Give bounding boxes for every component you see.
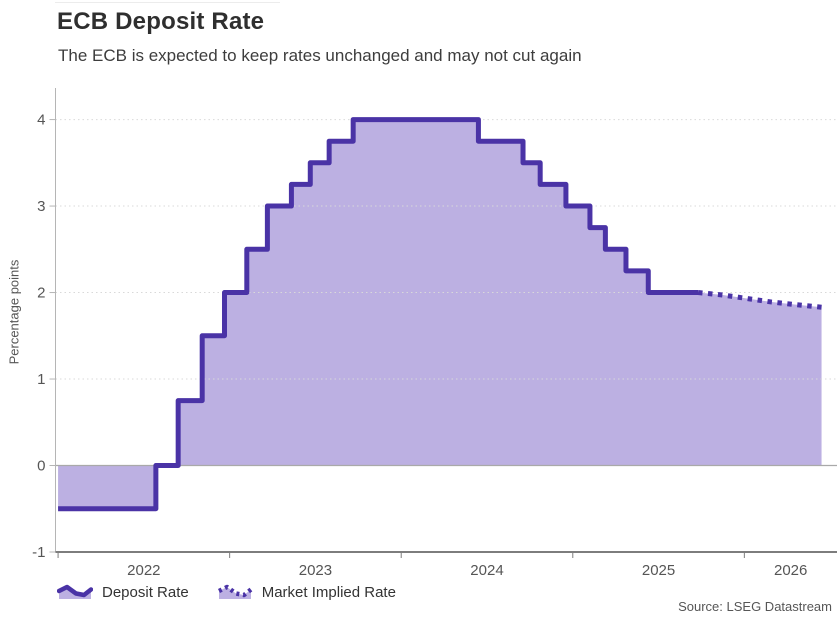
chart-title: ECB Deposit Rate	[57, 8, 265, 35]
source-attribution: Source: LSEG Datastream	[678, 599, 832, 614]
y-tick-label-4: 4	[37, 112, 45, 129]
legend-label-market-implied-rate: Market Implied Rate	[261, 583, 396, 601]
chart-legend: Deposit Rate Market Implied Rate	[57, 583, 396, 601]
y-tick-label-2: 2	[37, 285, 45, 302]
x-tick-label-2026: 2026	[774, 562, 807, 579]
deposit-rate-area-fill	[58, 119, 822, 509]
y-tick-label-1: 1	[37, 371, 45, 388]
x-tick-label-2024: 2024	[470, 562, 503, 579]
market-implied-rate-line	[697, 290, 822, 310]
y-tick-label--1: -1	[32, 544, 45, 561]
deposit-rate-line	[58, 117, 699, 512]
legend-item-deposit-rate[interactable]: Deposit Rate	[57, 583, 189, 601]
chart-subtitle: The ECB is expected to keep rates unchan…	[58, 46, 582, 65]
market-implied-rate-legend-icon	[217, 584, 253, 599]
top-border-line	[55, 2, 280, 3]
chart-plot-area: -1 0 1 2 3 4 2022 2023 2024 2025 2026	[32, 88, 837, 579]
x-tick-label-2025: 2025	[642, 562, 675, 579]
x-tick-label-2023: 2023	[299, 562, 332, 579]
x-tick-label-2022: 2022	[127, 562, 160, 579]
y-tick-label-0: 0	[37, 458, 45, 475]
legend-label-deposit-rate: Deposit Rate	[102, 583, 189, 601]
legend-item-market-implied-rate[interactable]: Market Implied Rate	[217, 583, 396, 601]
y-tick-label-3: 3	[37, 198, 45, 215]
deposit-rate-legend-icon	[57, 584, 93, 599]
